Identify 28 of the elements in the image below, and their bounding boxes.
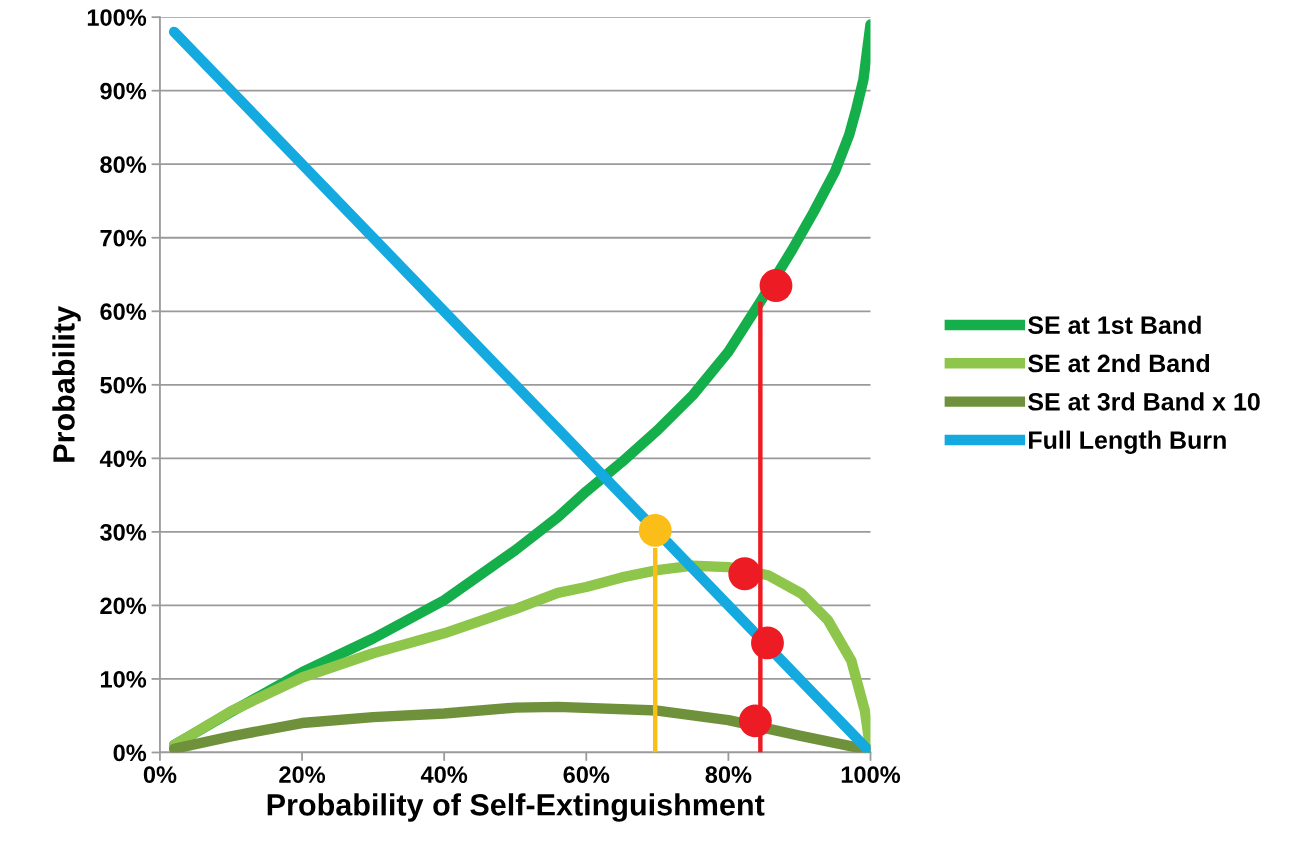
y-tick-label: 60% (100, 303, 147, 321)
y-tick-label: 30% (100, 523, 147, 541)
y-tick-label: 10% (100, 671, 147, 688)
point (738, 704, 772, 738)
point (638, 513, 672, 547)
legend-label: SE at 2nd Band (1028, 353, 1210, 373)
x-tick-label: 80% (705, 766, 752, 783)
x-tick-label: 0% (143, 766, 177, 783)
point (759, 269, 793, 302)
x-tick-label: 100% (841, 766, 901, 783)
legend-label: SE at 3rd Band x 10 (1028, 392, 1260, 411)
y-tick-label: 100% (87, 9, 147, 26)
y-tick-label: 80% (100, 156, 147, 174)
x-axis-title: Probability of Self-Extinguishment (267, 793, 765, 822)
y-tick-label: 50% (100, 376, 147, 394)
x-tick-label: 20% (279, 766, 326, 783)
point (751, 626, 784, 660)
x-tick-label: 60% (563, 766, 610, 783)
legend-label: SE at 1st Band (1028, 315, 1201, 335)
y-tick-label: 0% (113, 744, 147, 762)
y-tick-label: 70% (100, 229, 147, 247)
legend-label: Full Length Burn (1029, 430, 1226, 454)
y-axis-title: Probability (52, 306, 81, 462)
y-tick-label: 90% (100, 82, 147, 100)
x-tick-label: 40% (420, 766, 468, 783)
point (728, 557, 762, 591)
y-tick-label: 40% (99, 450, 147, 468)
y-tick-label: 20% (100, 597, 147, 615)
